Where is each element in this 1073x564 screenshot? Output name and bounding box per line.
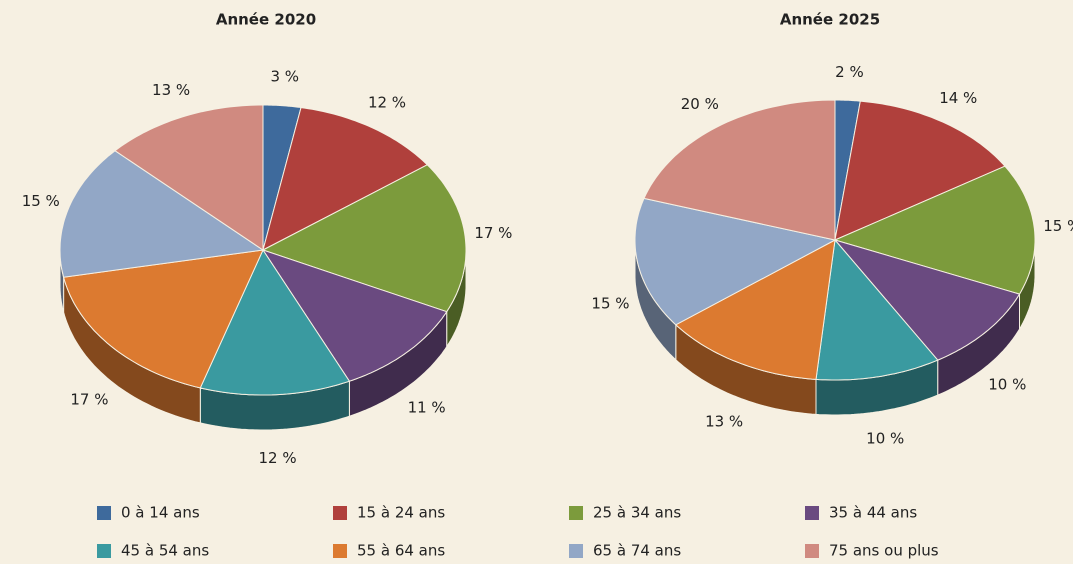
- slice: [261, 249, 448, 382]
- legend-label: 65 à 74 ans: [593, 542, 681, 560]
- legend-swatch: [333, 506, 347, 520]
- data-label: 17 %: [474, 224, 512, 242]
- slice: [815, 238, 939, 381]
- slice: [834, 100, 1006, 241]
- data-label: 10 %: [866, 429, 904, 447]
- legend-label: 55 à 64 ans: [357, 542, 445, 560]
- data-label: 20 %: [681, 95, 719, 113]
- data-label: 17 %: [70, 391, 108, 409]
- data-label: 10 %: [988, 376, 1026, 394]
- slice: [62, 249, 264, 389]
- slice: [833, 239, 1021, 361]
- legend-label: 45 à 54 ans: [121, 542, 209, 560]
- data-label: 13 %: [705, 412, 743, 430]
- slice: [114, 104, 264, 251]
- slice: [634, 197, 837, 326]
- data-label: 15 %: [22, 192, 60, 210]
- slice: [643, 99, 836, 241]
- legend-swatch: [805, 544, 819, 558]
- data-label: 3 %: [270, 67, 299, 85]
- data-label: 12 %: [258, 449, 296, 467]
- legend-label: 15 à 24 ans: [357, 504, 445, 522]
- slice: [833, 165, 1036, 295]
- chart-title: Année 2020: [216, 11, 316, 29]
- slice: [674, 239, 836, 380]
- data-label: 2 %: [835, 63, 864, 81]
- legend-swatch: [97, 544, 111, 558]
- slice: [262, 107, 429, 251]
- chart-title: Année 2025: [780, 11, 880, 29]
- legend-swatch: [97, 506, 111, 520]
- legend-label: 0 à 14 ans: [121, 504, 200, 522]
- legend-label: 35 à 44 ans: [829, 504, 917, 522]
- slice: [199, 248, 351, 396]
- data-label: 15 %: [1043, 217, 1073, 235]
- data-label: 11 %: [408, 399, 446, 417]
- legend-swatch: [569, 544, 583, 558]
- data-label: 14 %: [939, 89, 977, 107]
- legend-label: 75 ans ou plus: [829, 542, 939, 560]
- legend-swatch: [569, 506, 583, 520]
- slice: [261, 164, 467, 313]
- legend-swatch: [333, 544, 347, 558]
- legend-swatch: [805, 506, 819, 520]
- slice: [59, 150, 265, 278]
- data-label: 13 %: [152, 81, 190, 99]
- data-label: 15 %: [591, 295, 629, 313]
- legend-label: 25 à 34 ans: [593, 504, 681, 522]
- data-label: 12 %: [368, 94, 406, 112]
